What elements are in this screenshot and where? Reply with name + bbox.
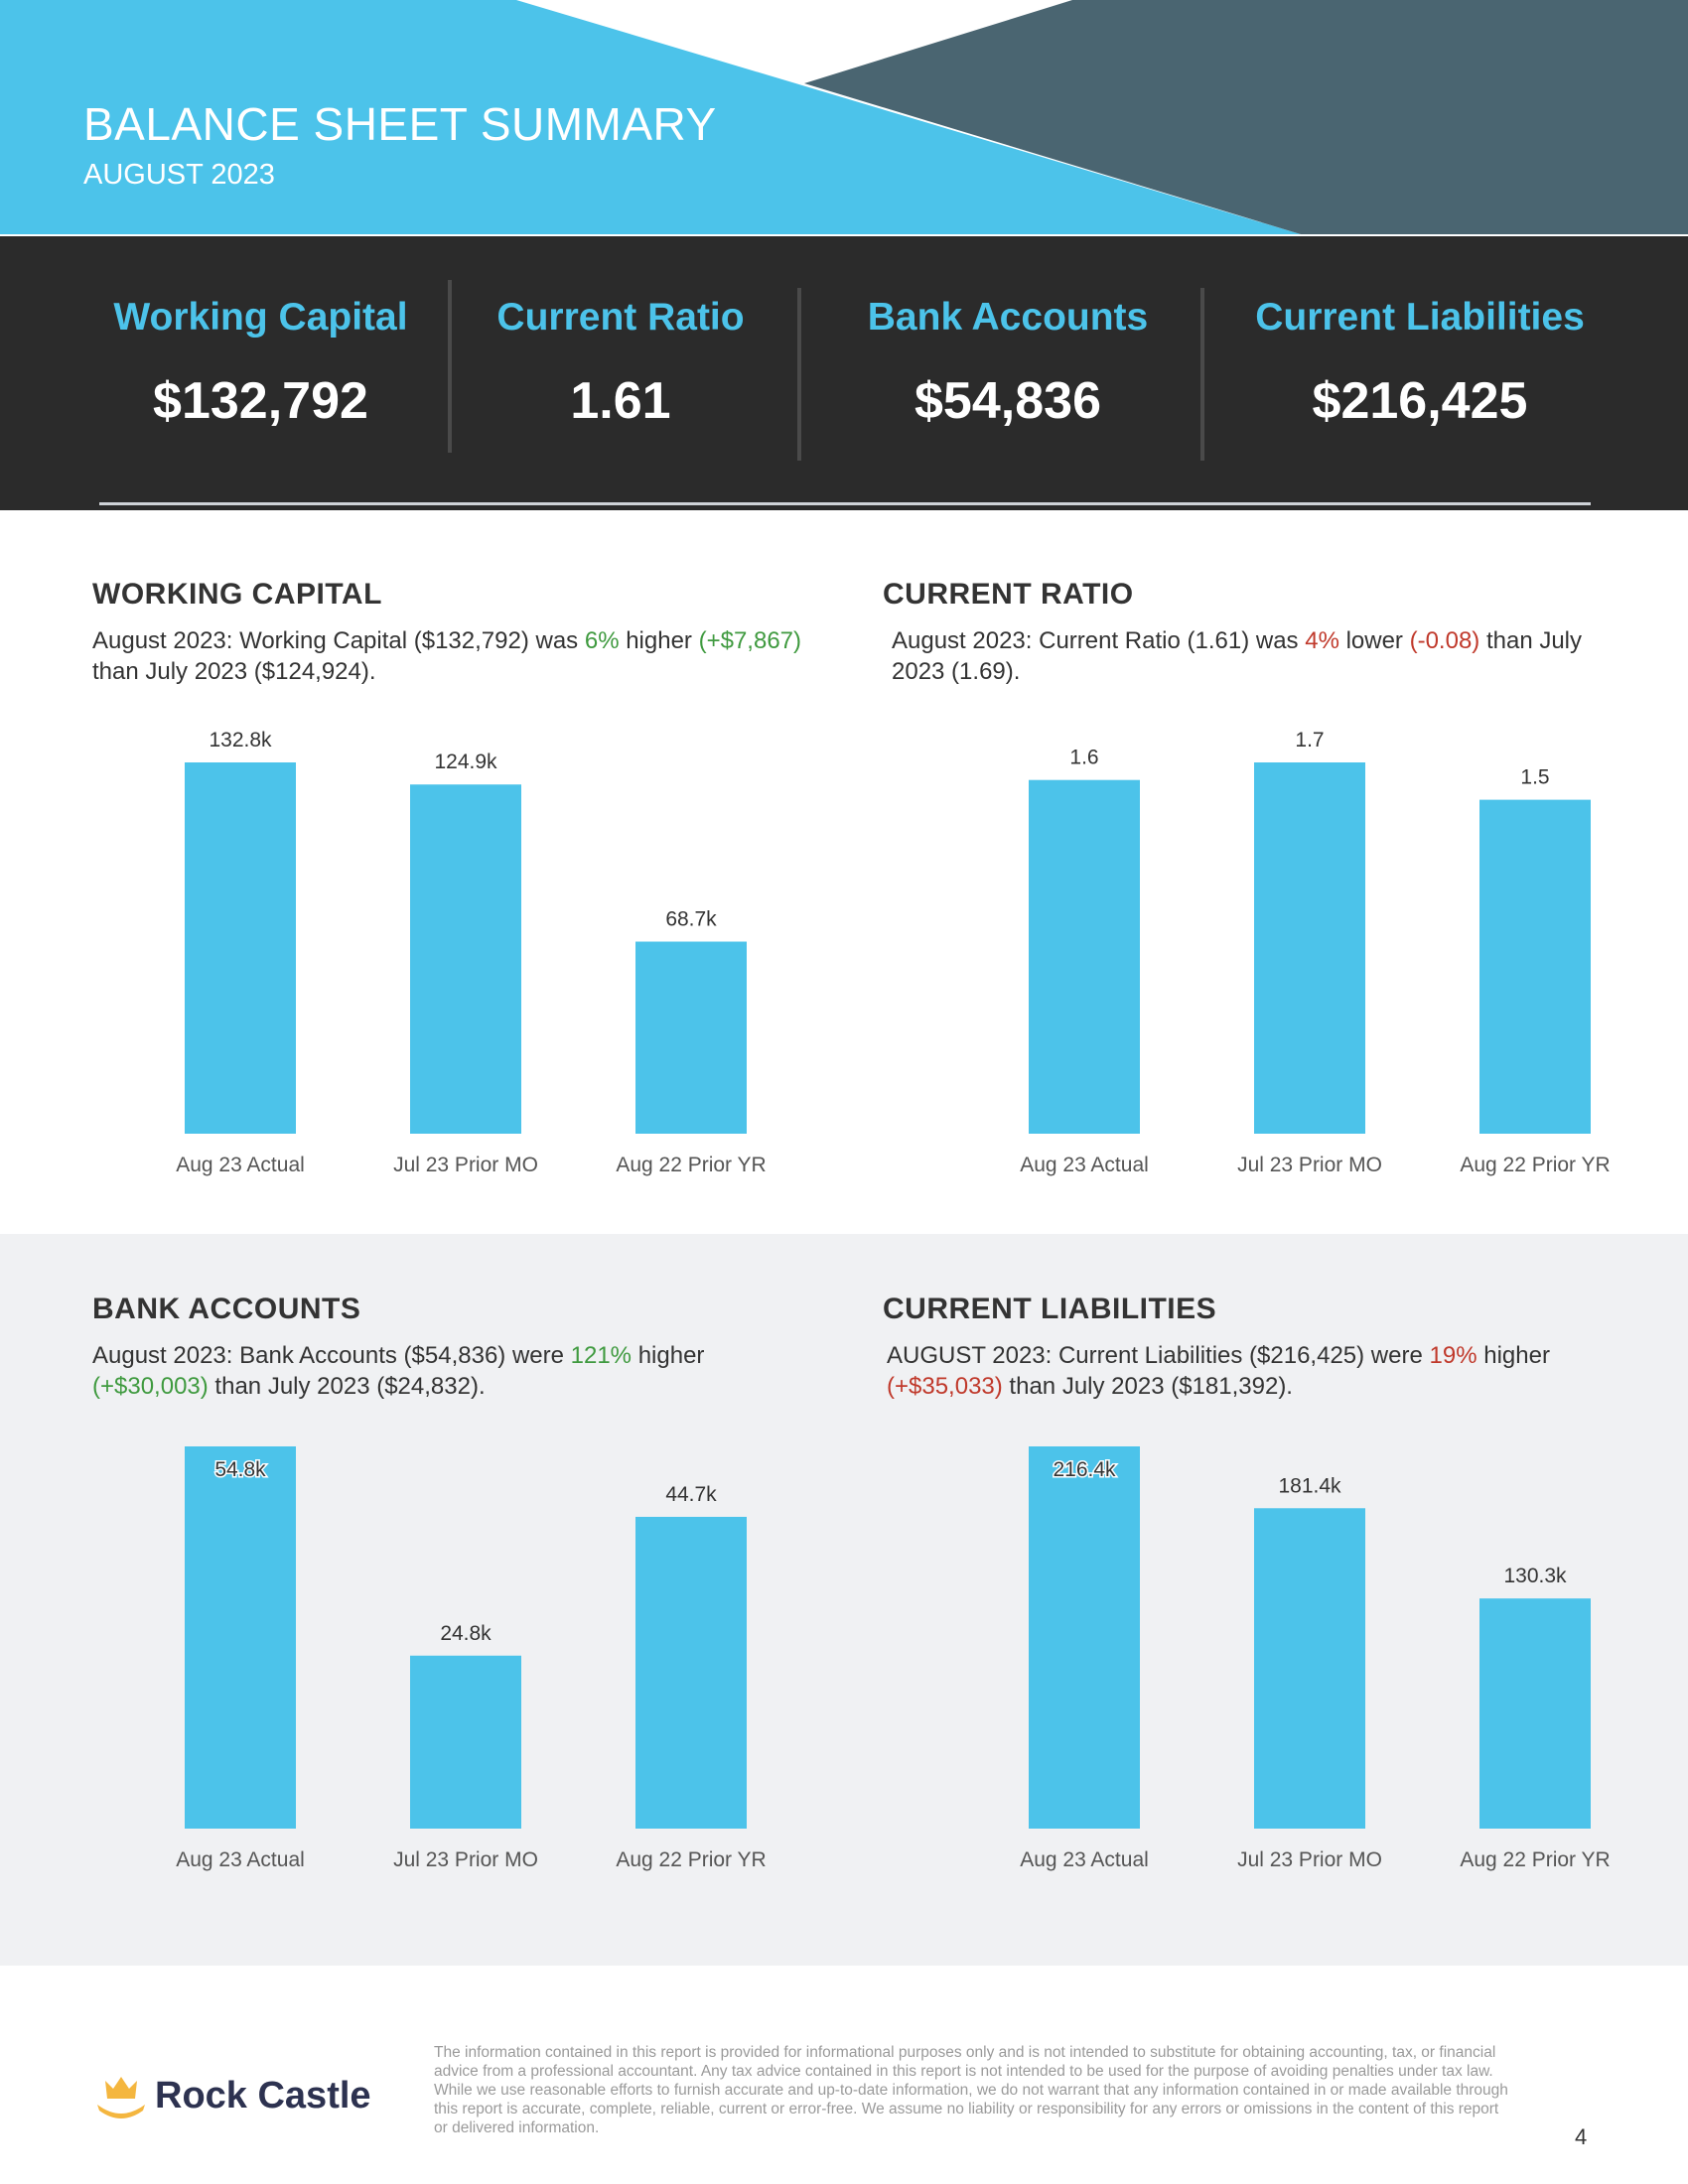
desc-text: higher bbox=[1477, 1342, 1550, 1369]
desc-delta: (+$35,033) bbox=[887, 1373, 1003, 1400]
desc-delta: (-0.08) bbox=[1409, 627, 1480, 654]
kpi-label: Bank Accounts bbox=[867, 296, 1149, 339]
data-label: 44.7k bbox=[665, 1483, 717, 1506]
bar bbox=[1479, 799, 1591, 1134]
category-label: Aug 22 Prior YR bbox=[616, 1154, 766, 1176]
category-label: Jul 23 Prior MO bbox=[393, 1154, 538, 1176]
kpi-band: Working Capital $132,792 Current Ratio 1… bbox=[0, 236, 1688, 510]
panel-description: AUGUST 2023: Current Liabilities ($216,4… bbox=[887, 1340, 1612, 1402]
category-label: Aug 22 Prior YR bbox=[1460, 1154, 1610, 1176]
desc-delta: (+$30,003) bbox=[92, 1373, 209, 1400]
data-label: 68.7k bbox=[665, 908, 717, 931]
category-label: Aug 22 Prior YR bbox=[616, 1848, 766, 1871]
data-label: 130.3k bbox=[1503, 1565, 1567, 1587]
desc-text: August 2023: Working Capital ($132,792) … bbox=[92, 627, 585, 654]
rock-castle-logo: Rock Castle bbox=[93, 2067, 411, 2126]
bank-accounts-chart: 54.8k Aug 23 Actual 24.8k Jul 23 Prior MO 44… bbox=[176, 1446, 767, 1871]
desc-text: than July 2023 (1.69). bbox=[892, 627, 1583, 685]
category-label: Aug 22 Prior YR bbox=[1460, 1848, 1610, 1871]
bar bbox=[1254, 1508, 1365, 1829]
panel-description: August 2023: Working Capital ($132,792) … bbox=[92, 625, 817, 687]
data-label: 132.8k bbox=[209, 729, 272, 751]
kpi-rule bbox=[99, 502, 1591, 505]
category-label: Aug 23 Actual bbox=[176, 1848, 305, 1871]
logo-text: Rock Castle bbox=[155, 2075, 371, 2116]
bar bbox=[185, 762, 296, 1134]
data-label: 124.9k bbox=[434, 751, 497, 773]
data-label: 1.7 bbox=[1295, 729, 1324, 751]
kpi-value: 1.61 bbox=[570, 372, 671, 430]
category-label: Aug 23 Actual bbox=[176, 1154, 305, 1176]
bar bbox=[635, 941, 747, 1134]
data-label: 54.8k bbox=[214, 1458, 266, 1481]
category-label: Jul 23 Prior MO bbox=[1237, 1848, 1382, 1871]
desc-delta: (+$7,867) bbox=[698, 627, 801, 654]
working-capital-chart: 132.8k Aug 23 Actual 124.9k Jul 23 Prior MO… bbox=[176, 729, 766, 1176]
kpi-bank-accounts: Bank Accounts $54,836 bbox=[834, 236, 1182, 504]
kpi-label: Working Capital bbox=[113, 296, 408, 339]
category-label: Jul 23 Prior MO bbox=[393, 1848, 538, 1871]
category-label: Aug 23 Actual bbox=[1020, 1848, 1149, 1871]
current-liabilities-chart: 216.4k Aug 23 Actual 181.4k Jul 23 Prior MO… bbox=[1020, 1446, 1611, 1871]
desc-text: higher bbox=[619, 627, 699, 654]
desc-percent: 4% bbox=[1305, 627, 1339, 654]
desc-text: than July 2023 ($124,924). bbox=[92, 658, 376, 685]
bar bbox=[1029, 1446, 1140, 1829]
panel-title: BANK ACCOUNTS bbox=[92, 1293, 361, 1325]
kpi-label: Current Liabilities bbox=[1255, 296, 1585, 339]
kpi-value: $54,836 bbox=[914, 372, 1101, 430]
desc-text: August 2023: Bank Accounts ($54,836) wer… bbox=[92, 1342, 571, 1369]
bar bbox=[410, 1655, 521, 1829]
kpi-label: Current Ratio bbox=[496, 296, 745, 339]
bar bbox=[1254, 762, 1365, 1134]
kpi-divider bbox=[448, 280, 452, 453]
kpi-value: $216,425 bbox=[1312, 372, 1528, 430]
category-label: Jul 23 Prior MO bbox=[1237, 1154, 1382, 1176]
bar bbox=[1029, 779, 1140, 1134]
category-label: Aug 23 Actual bbox=[1020, 1154, 1149, 1176]
desc-text: than July 2023 ($181,392). bbox=[1002, 1373, 1293, 1400]
report-subtitle: AUGUST 2023 bbox=[83, 159, 275, 191]
bar bbox=[635, 1516, 747, 1829]
desc-percent: 19% bbox=[1429, 1342, 1477, 1369]
kpi-value: $132,792 bbox=[153, 372, 368, 430]
desc-text: AUGUST 2023: Current Liabilities ($216,4… bbox=[887, 1342, 1430, 1369]
header-graphic bbox=[0, 0, 1688, 234]
panel-title: CURRENT RATIO bbox=[883, 578, 1134, 611]
kpi-divider bbox=[797, 288, 801, 461]
desc-text: higher bbox=[632, 1342, 705, 1369]
desc-text: lower bbox=[1338, 627, 1410, 654]
report-header: BALANCE SHEET SUMMARY AUGUST 2023 bbox=[0, 0, 1688, 234]
desc-percent: 6% bbox=[584, 627, 620, 654]
panel-title: WORKING CAPITAL bbox=[92, 578, 382, 611]
desc-text: August 2023: Current Ratio (1.61) was bbox=[892, 627, 1306, 654]
kpi-current-ratio: Current Ratio 1.61 bbox=[467, 236, 774, 504]
bar bbox=[185, 1446, 296, 1829]
bar bbox=[410, 784, 521, 1134]
panel-description: August 2023: Bank Accounts ($54,836) wer… bbox=[92, 1340, 817, 1402]
bar bbox=[1479, 1598, 1591, 1829]
data-label: 1.5 bbox=[1520, 766, 1549, 789]
kpi-divider bbox=[1200, 288, 1204, 461]
desc-text: than July 2023 ($24,832). bbox=[208, 1373, 486, 1400]
data-label: 181.4k bbox=[1278, 1474, 1341, 1497]
desc-percent: 121% bbox=[570, 1342, 633, 1369]
report-title: BALANCE SHEET SUMMARY bbox=[83, 98, 717, 150]
kpi-current-liabilities: Current Liabilities $216,425 bbox=[1231, 236, 1609, 504]
panel-description: August 2023: Current Ratio (1.61) was 4%… bbox=[892, 625, 1617, 687]
data-label: 216.4k bbox=[1053, 1458, 1116, 1481]
data-label: 24.8k bbox=[440, 1622, 492, 1645]
kpi-working-capital: Working Capital $132,792 bbox=[99, 236, 422, 504]
crown-icon bbox=[97, 2077, 145, 2118]
panel-title: CURRENT LIABILITIES bbox=[883, 1293, 1217, 1325]
disclaimer: The information contained in this report… bbox=[434, 2044, 1508, 2136]
page-number: 4 bbox=[1575, 2124, 1588, 2149]
data-label: 1.6 bbox=[1069, 747, 1098, 769]
current-ratio-chart: 1.6 Aug 23 Actual 1.7 Jul 23 Prior MO 1.5 Aug… bbox=[1020, 729, 1610, 1176]
